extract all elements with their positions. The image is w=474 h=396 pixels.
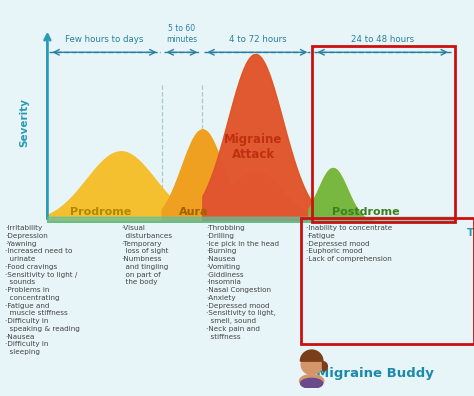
Ellipse shape [301, 379, 323, 388]
Text: ·Irritability
·Depression
·Yawning
·Increased need to
  urinate
·Food cravings
·: ·Irritability ·Depression ·Yawning ·Incr… [5, 225, 80, 355]
Text: Migraine Buddy: Migraine Buddy [316, 367, 433, 380]
Text: 24 to 48 hours: 24 to 48 hours [351, 35, 414, 44]
Circle shape [301, 354, 322, 375]
Text: Migraine
Attack: Migraine Attack [224, 133, 283, 161]
Wedge shape [301, 350, 323, 361]
Text: Postdrome: Postdrome [331, 207, 399, 217]
Text: 4 to 72 hours: 4 to 72 hours [228, 35, 286, 44]
Wedge shape [322, 362, 328, 371]
Text: ·Throbbing
·Drilling
·Ice pick in the head
·Burning
·Nausea
·Vomiting
·Giddiness: ·Throbbing ·Drilling ·Ice pick in the he… [206, 225, 279, 340]
Text: ·Inability to concentrate
·Fatigue
·Depressed mood
·Euphoric mood
·Lack of compr: ·Inability to concentrate ·Fatigue ·Depr… [306, 225, 392, 262]
Text: 5 to 60
minutes: 5 to 60 minutes [166, 25, 198, 44]
Text: Time: Time [467, 228, 474, 238]
Text: ·Visual
  disturbances
·Temporary
  loss of sight
·Numbness
  and tingling
  on : ·Visual disturbances ·Temporary loss of … [121, 225, 172, 286]
Text: Severity: Severity [19, 98, 29, 147]
Text: Few hours to days: Few hours to days [65, 35, 144, 44]
Bar [301, 218, 474, 344]
Text: Aura: Aura [179, 207, 209, 217]
Ellipse shape [300, 375, 324, 387]
Bar [312, 46, 455, 222]
Text: Prodrome: Prodrome [70, 207, 131, 217]
